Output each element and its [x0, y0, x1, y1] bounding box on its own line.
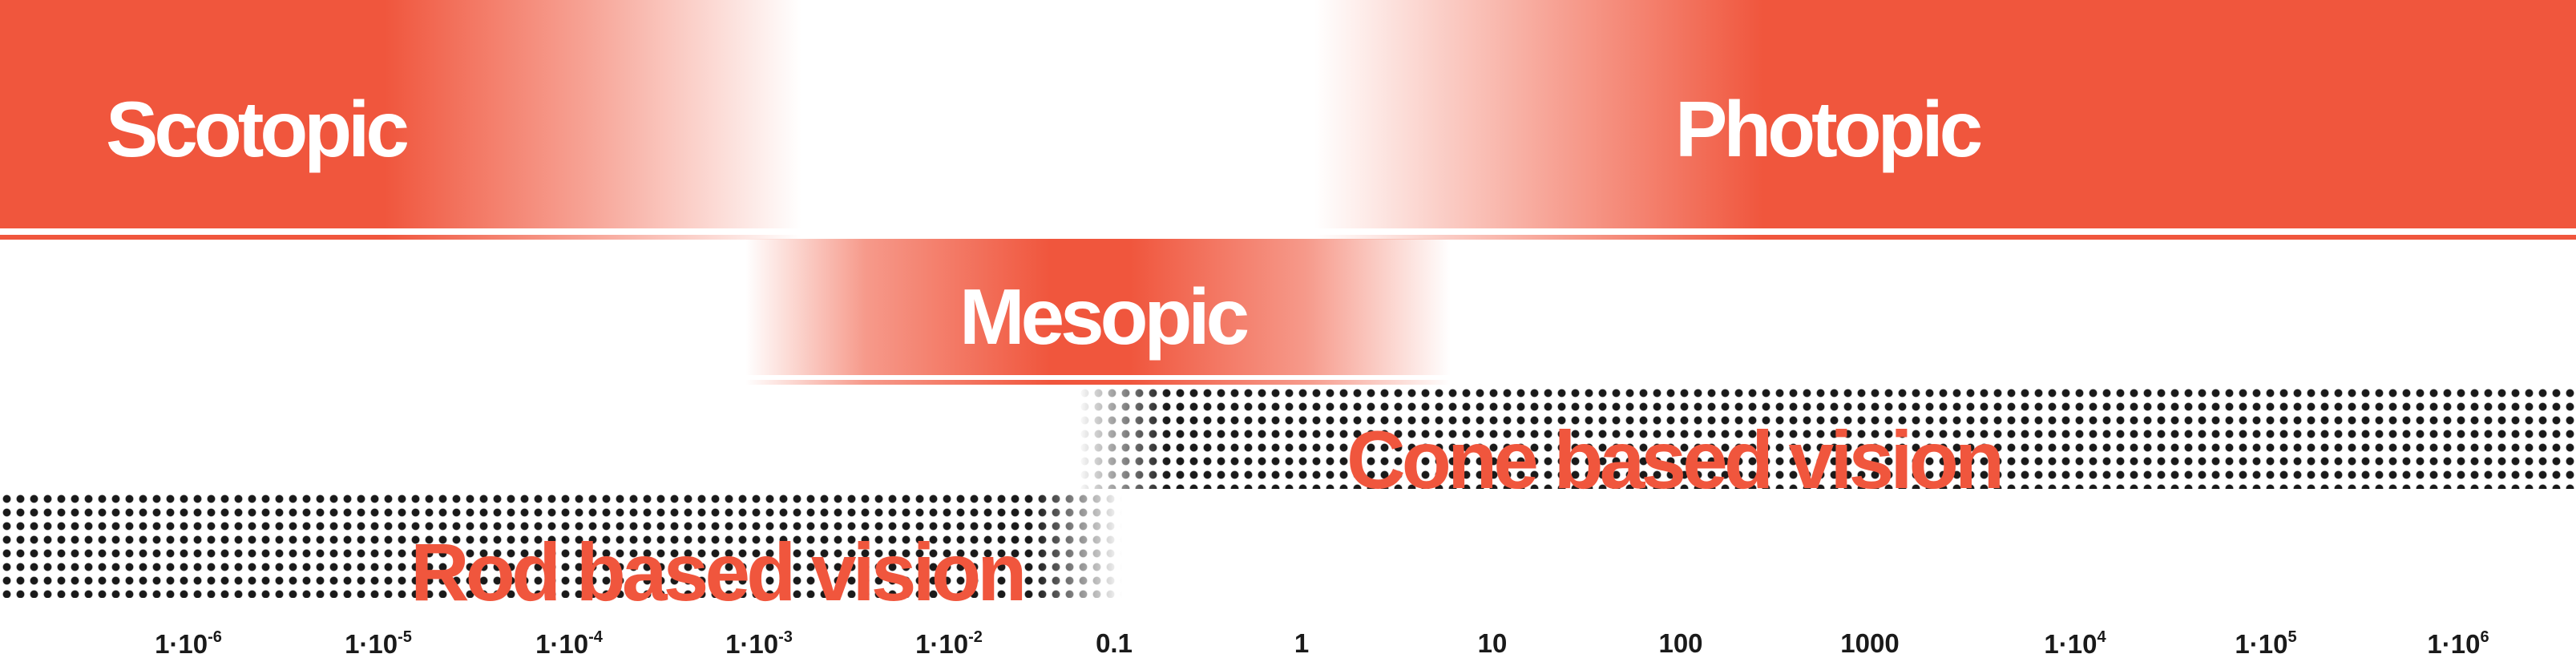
- mesopic-label: Mesopic: [959, 272, 1250, 361]
- photopic-label: Photopic: [1675, 85, 1983, 173]
- tick-label: 100: [1658, 628, 1703, 658]
- tick-label: 1·105: [2235, 628, 2297, 659]
- cone-vision-dots: [1078, 386, 2576, 489]
- tick-label: 0.1: [1096, 628, 1133, 658]
- tick-label: 1000: [1840, 628, 1900, 658]
- tick-label: 1·10-3: [725, 628, 793, 659]
- tick-label: 10: [1477, 628, 1508, 658]
- tick-label: 1·10-2: [915, 628, 983, 659]
- tick-label: 1·10-5: [345, 628, 412, 659]
- tick-label: 1: [1294, 628, 1310, 658]
- rod-vision-dots: [0, 492, 1122, 598]
- mesopic-underline: [745, 380, 1451, 385]
- scotopic-label: Scotopic: [106, 85, 410, 173]
- tick-label: 1·106: [2427, 628, 2489, 659]
- mesopic-band: [745, 239, 1451, 375]
- photopic-underline: [1314, 235, 2576, 240]
- scotopic-band: [0, 0, 801, 228]
- tick-label: 1·104: [2044, 628, 2106, 659]
- cone-vision-label: Cone based vision: [1347, 414, 2005, 506]
- scotopic-underline: [0, 235, 801, 240]
- tick-label: 1·10-6: [155, 628, 222, 659]
- photopic-band: [1314, 0, 2576, 228]
- rod-vision-label: Rod based vision: [410, 527, 1027, 618]
- tick-label: 1·10-4: [535, 628, 603, 659]
